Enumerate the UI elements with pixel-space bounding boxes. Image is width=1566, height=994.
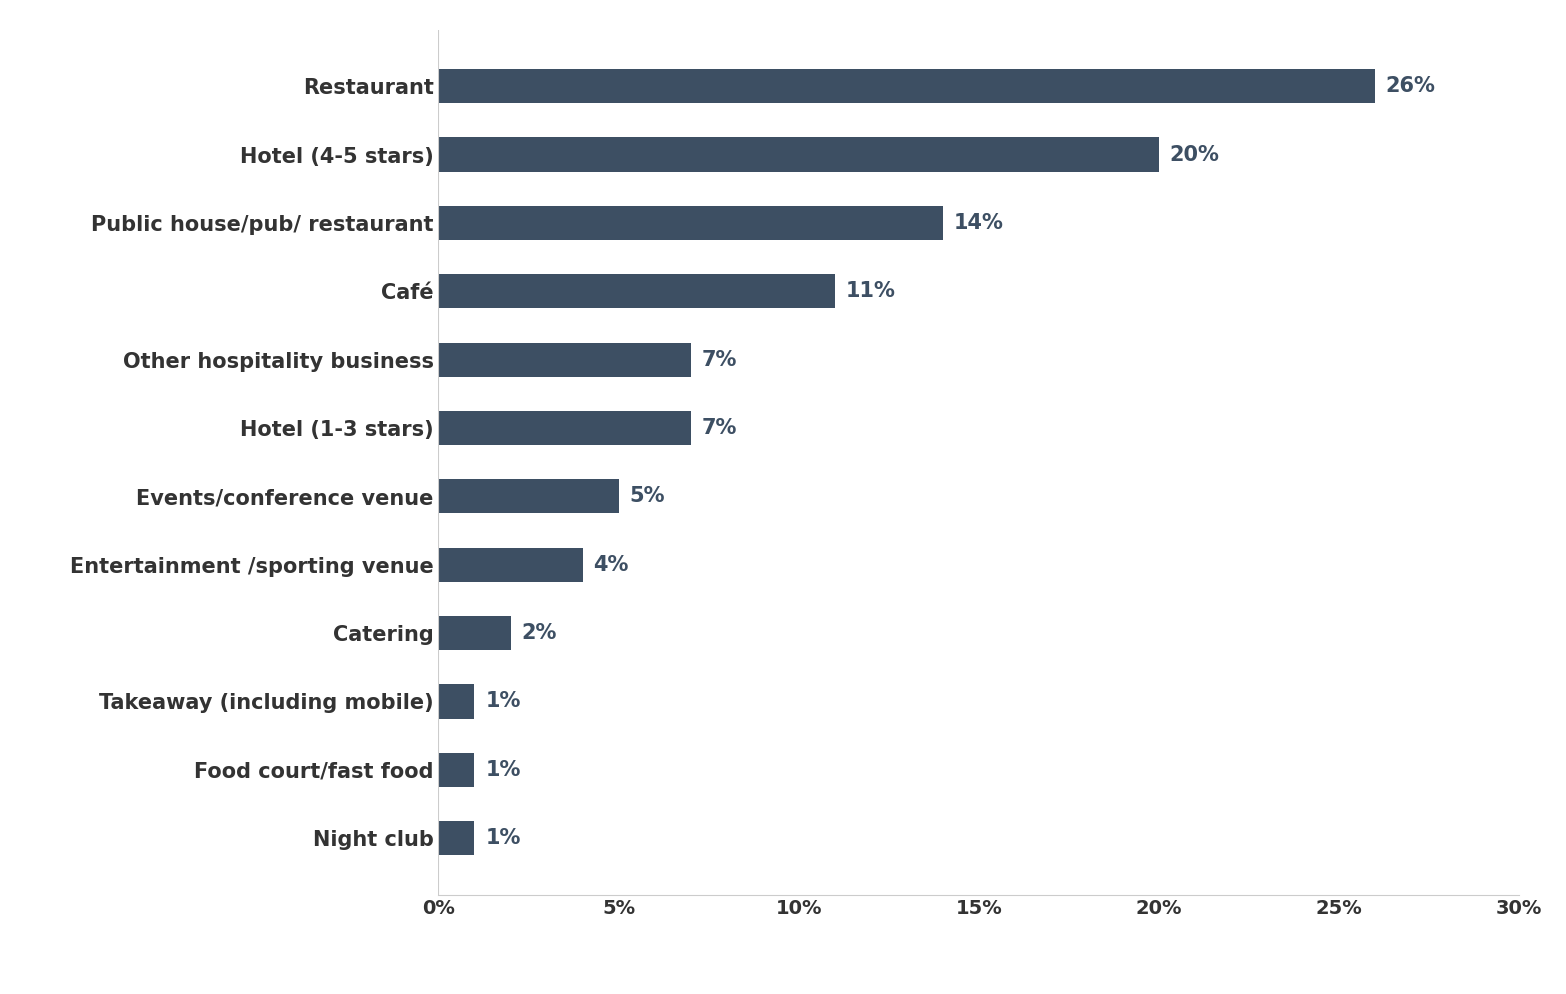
Bar — [438, 206, 943, 240]
Text: 11%: 11% — [846, 281, 896, 301]
Bar — [438, 137, 1159, 172]
Bar — [438, 821, 474, 855]
Bar — [438, 752, 474, 787]
Text: 14%: 14% — [954, 213, 1004, 233]
Text: 1%: 1% — [485, 692, 520, 712]
Text: 1%: 1% — [485, 759, 520, 780]
Text: 26%: 26% — [1386, 77, 1436, 96]
Text: 7%: 7% — [702, 350, 736, 370]
Bar — [438, 411, 691, 445]
Text: 20%: 20% — [1170, 144, 1220, 165]
Text: 2%: 2% — [521, 623, 556, 643]
Bar — [438, 343, 691, 377]
Bar — [438, 274, 835, 308]
Text: 1%: 1% — [485, 828, 520, 848]
Bar — [438, 548, 583, 581]
Bar — [438, 685, 474, 719]
Bar — [438, 616, 511, 650]
Bar — [438, 479, 619, 514]
Text: 7%: 7% — [702, 418, 736, 438]
Bar — [438, 70, 1375, 103]
Text: 4%: 4% — [594, 555, 628, 575]
Text: 5%: 5% — [630, 486, 666, 506]
